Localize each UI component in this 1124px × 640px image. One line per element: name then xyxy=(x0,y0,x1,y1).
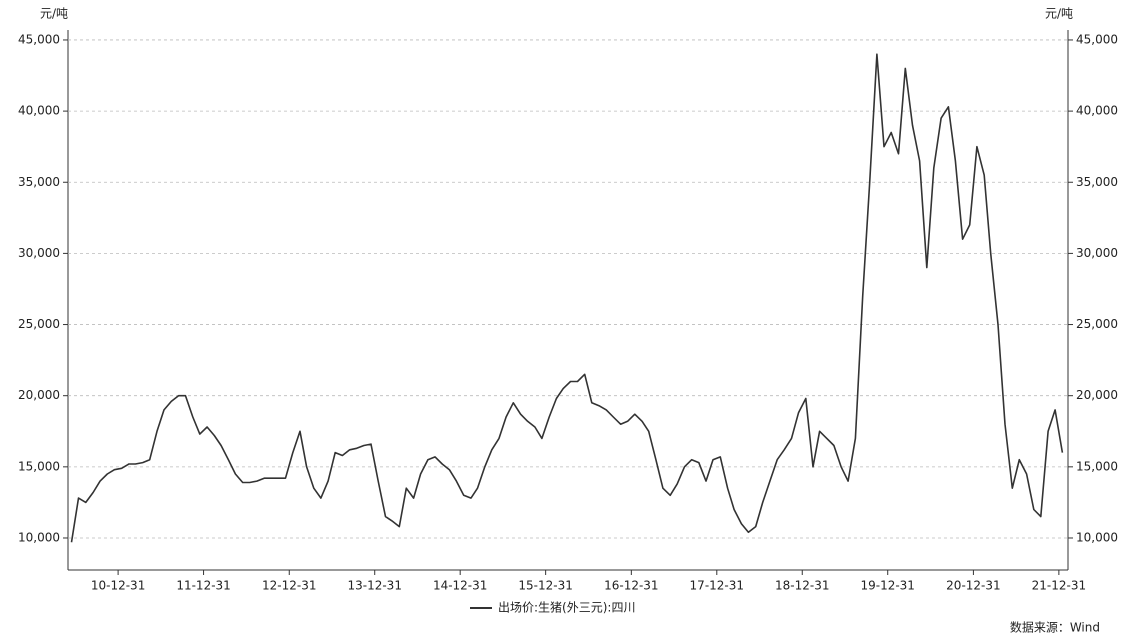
x-tick-label: 14-12-31 xyxy=(433,579,487,593)
source-note: 数据来源：Wind xyxy=(1010,620,1100,635)
x-tick-label: 20-12-31 xyxy=(946,579,1000,593)
x-tick-label: 10-12-31 xyxy=(91,579,145,593)
series-line xyxy=(70,53,1064,543)
x-tick-label: 12-12-31 xyxy=(262,579,316,593)
y-tick-label: 10,000 xyxy=(18,530,60,544)
x-tick-label: 16-12-31 xyxy=(604,579,658,593)
y-tick-label: 40,000 xyxy=(18,104,60,118)
x-tick-label: 11-12-31 xyxy=(176,579,230,593)
x-tick-label: 18-12-31 xyxy=(775,579,829,593)
x-tick-label: 13-12-31 xyxy=(347,579,401,593)
y-axis-label: 元/吨 xyxy=(40,7,68,21)
x-tick-label: 15-12-31 xyxy=(518,579,572,593)
y2-tick-label: 15,000 xyxy=(1076,459,1118,473)
y-tick-label: 35,000 xyxy=(18,175,60,189)
y-tick-label: 20,000 xyxy=(18,388,60,402)
y-tick-label: 30,000 xyxy=(18,246,60,260)
y2-tick-label: 45,000 xyxy=(1076,32,1118,46)
y-tick-label: 45,000 xyxy=(18,32,60,46)
y2-tick-label: 40,000 xyxy=(1076,104,1118,118)
legend-label: 出场价:生猪(外三元):四川 xyxy=(498,601,635,615)
y2-tick-label: 25,000 xyxy=(1076,317,1118,331)
y2-tick-label: 30,000 xyxy=(1076,246,1118,260)
y2-tick-label: 35,000 xyxy=(1076,175,1118,189)
x-tick-label: 21-12-31 xyxy=(1032,579,1086,593)
x-tick-label: 17-12-31 xyxy=(690,579,744,593)
y-tick-label: 25,000 xyxy=(18,317,60,331)
y2-axis-label: 元/吨 xyxy=(1045,7,1073,21)
y-tick-label: 15,000 xyxy=(18,459,60,473)
y2-tick-label: 10,000 xyxy=(1076,530,1118,544)
y2-tick-label: 20,000 xyxy=(1076,388,1118,402)
x-tick-label: 19-12-31 xyxy=(860,579,914,593)
